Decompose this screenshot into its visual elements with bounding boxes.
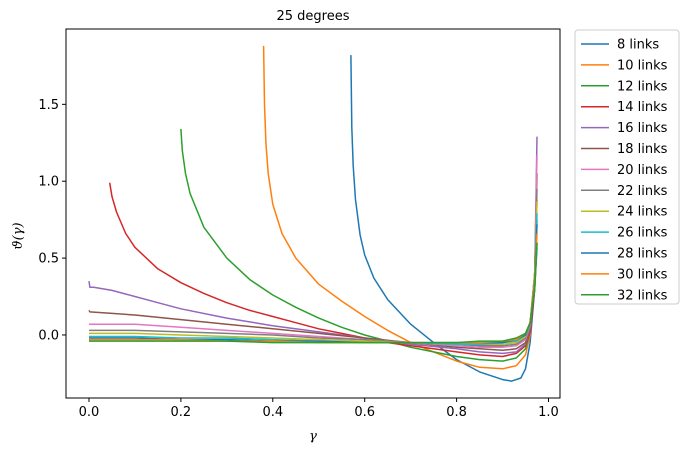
legend-label: 16 links bbox=[617, 121, 668, 136]
plot-frame bbox=[65, 28, 561, 399]
y-axis: 0.0 0.5 1.0 1.5 bbox=[38, 98, 66, 343]
y-axis-label: ϑ(γ) bbox=[11, 222, 26, 249]
series-line-14-links bbox=[108, 182, 538, 358]
y-tick-label: 1.5 bbox=[38, 98, 59, 113]
legend-label: 28 links bbox=[617, 247, 668, 262]
legend-label: 22 links bbox=[617, 184, 668, 199]
legend-label: 26 links bbox=[617, 226, 668, 241]
x-axis: 0.0 0.2 0.4 0.6 0.8 1.0 bbox=[79, 398, 559, 420]
series-line-32-links bbox=[89, 242, 538, 344]
legend-label: 20 links bbox=[617, 163, 668, 178]
legend-label: 18 links bbox=[617, 142, 668, 157]
series-line-10-links bbox=[262, 45, 538, 370]
x-tick-label: 1.0 bbox=[538, 405, 559, 420]
y-tick-label: 0.0 bbox=[38, 328, 59, 343]
x-tick-label: 0.8 bbox=[446, 405, 467, 420]
x-tick-label: 0.2 bbox=[171, 405, 192, 420]
y-tick-label: 0.5 bbox=[38, 252, 59, 267]
series-line-12-links bbox=[180, 128, 538, 362]
x-tick-label: 0.0 bbox=[79, 405, 100, 420]
legend-label: 12 links bbox=[617, 79, 668, 94]
x-axis-label: γ bbox=[309, 429, 317, 444]
legend-label: 14 links bbox=[617, 100, 668, 115]
y-tick-label: 1.0 bbox=[38, 175, 59, 190]
series-layer bbox=[88, 45, 538, 382]
legend: 8 links 10 links 12 links 14 links 16 links 1… bbox=[574, 29, 680, 305]
series-line-18-links bbox=[88, 173, 538, 352]
legend-label: 30 links bbox=[617, 267, 668, 282]
legend-frame bbox=[574, 29, 680, 305]
legend-label: 8 links bbox=[617, 38, 659, 53]
legend-label: 24 links bbox=[617, 205, 668, 220]
x-tick-label: 0.6 bbox=[354, 405, 375, 420]
legend-label: 10 links bbox=[617, 58, 668, 73]
chart-title: 25 degrees bbox=[276, 9, 349, 24]
x-tick-label: 0.4 bbox=[262, 405, 283, 420]
legend-label: 32 links bbox=[617, 288, 668, 303]
